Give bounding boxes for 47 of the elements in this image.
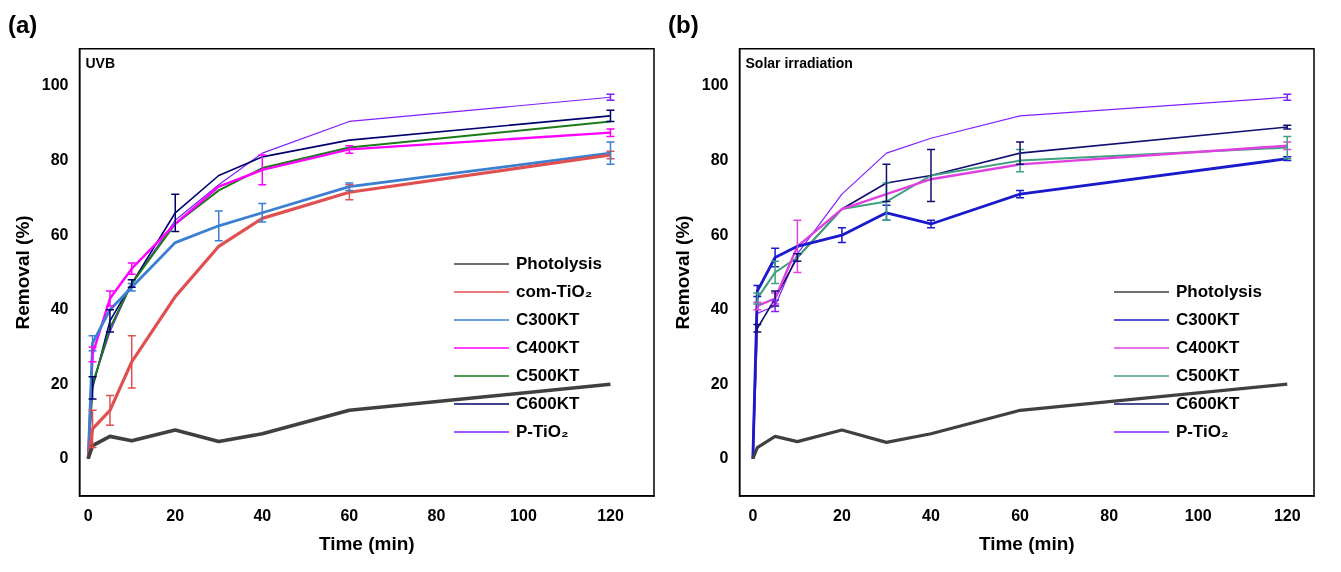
x-axis-title: Time (min)	[978, 532, 1075, 554]
x-tick-label: 120	[597, 507, 624, 525]
legend-label: C600KT	[516, 393, 580, 413]
x-tick-label: 80	[427, 507, 446, 525]
legend-label: P-TiO₂	[1176, 421, 1229, 441]
x-axis-title: Time (min)	[318, 532, 415, 554]
legend-label: C600KT	[1176, 393, 1240, 413]
x-tick-label: 80	[1100, 507, 1119, 525]
y-tick-label: 20	[50, 374, 69, 392]
annotation: Solar irradiation	[745, 54, 853, 71]
x-tick-label: 40	[922, 507, 940, 525]
y-tick-label: 80	[710, 151, 729, 169]
x-tick-label: 40	[253, 507, 272, 525]
legend-label: C400KT	[516, 337, 580, 357]
y-tick-label: 0	[59, 449, 69, 467]
y-tick-label: 100	[701, 76, 729, 94]
x-tick-label: 0	[748, 507, 758, 525]
legend-label: C500KT	[1176, 365, 1240, 385]
x-tick-label: 100	[1184, 507, 1212, 525]
legend-label: C400KT	[1176, 337, 1240, 357]
x-tick-label: 20	[166, 507, 185, 525]
y-tick-label: 40	[50, 300, 69, 318]
y-tick-label: 20	[710, 374, 729, 392]
chart-title: (a)	[8, 11, 38, 39]
x-tick-label: 60	[340, 507, 359, 525]
y-tick-label: 40	[710, 300, 729, 318]
x-tick-label: 0	[83, 507, 93, 525]
legend-label: C300KT	[1176, 309, 1240, 329]
legend-label: com-TiO₂	[516, 281, 593, 301]
annotation: UVB	[85, 54, 116, 71]
y-tick-label: 60	[710, 225, 729, 243]
y-tick-label: 0	[719, 449, 729, 467]
x-tick-label: 120	[1273, 507, 1301, 525]
y-axis-title: Removal (%)	[11, 215, 33, 330]
y-tick-label: 80	[50, 151, 69, 169]
y-tick-label: 100	[41, 76, 69, 94]
y-axis-title: Removal (%)	[671, 215, 693, 330]
legend-label: C300KT	[516, 309, 580, 329]
legend-label: P-TiO₂	[516, 421, 569, 441]
legend-label: Photolysis	[516, 253, 602, 273]
legend-label: C500KT	[516, 365, 580, 385]
x-tick-label: 20	[833, 507, 851, 525]
y-tick-label: 60	[50, 225, 69, 243]
x-tick-label: 60	[1011, 507, 1030, 525]
legend-label: Photolysis	[1176, 281, 1262, 301]
chart-title: (b)	[668, 11, 699, 39]
x-tick-label: 100	[510, 507, 537, 525]
